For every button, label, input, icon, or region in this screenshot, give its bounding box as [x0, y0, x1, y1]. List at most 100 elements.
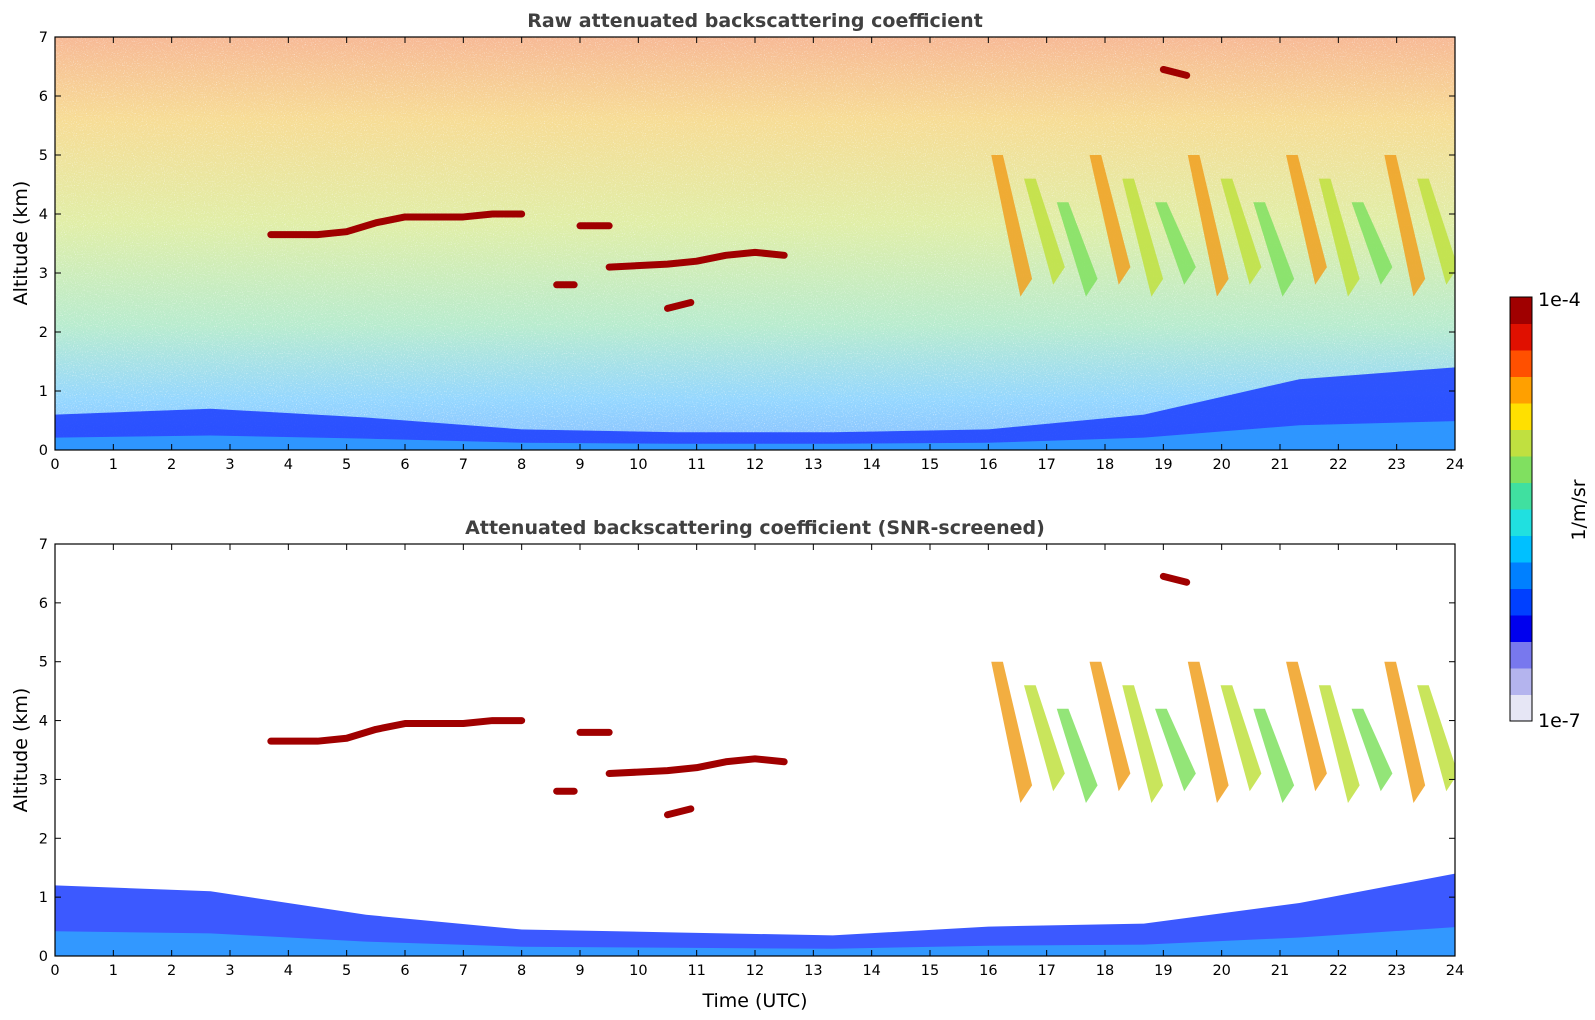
colorbar-unit-label: 1/m/sr: [1568, 479, 1590, 540]
x-tick-label: 7: [459, 963, 468, 979]
x-tick-label: 24: [1446, 963, 1464, 979]
x-tick-label: 14: [862, 963, 880, 979]
virga-streak: [1318, 685, 1360, 803]
colorbar-step: [1510, 350, 1532, 377]
virga-streak: [1384, 661, 1426, 803]
x-tick-label: 18: [1096, 457, 1114, 473]
virga-streak: [1155, 708, 1196, 792]
plot-area: [55, 37, 1455, 450]
virga-streak: [1056, 708, 1098, 803]
cloud-layer: [1159, 65, 1191, 79]
y-tick-label: 0: [39, 443, 48, 459]
x-tick-label: 9: [575, 963, 584, 979]
virga-streak: [1384, 155, 1426, 297]
cloud-layer: [664, 805, 695, 819]
virga-streak: [1089, 661, 1131, 792]
colorbar-step: [1510, 641, 1532, 669]
x-tick-label: 19: [1154, 963, 1172, 979]
virga-streak: [1286, 155, 1327, 285]
y-axis-label: Altitude (km): [10, 688, 32, 813]
x-tick-label: 0: [50, 963, 59, 979]
colorbar-step: [1510, 588, 1532, 616]
virga-streak: [991, 155, 1033, 297]
snr-screened-panel: Attenuated backscattering coefficient (S…: [10, 517, 1464, 1012]
y-tick-label: 6: [39, 596, 48, 612]
x-tick-label: 6: [400, 963, 409, 979]
colorbar-step: [1510, 403, 1532, 430]
virga-streak: [1253, 708, 1295, 803]
virga-streak: [991, 661, 1033, 803]
y-axis-label: Altitude (km): [10, 181, 32, 306]
x-tick-label: 16: [979, 457, 997, 473]
x-tick-label: 22: [1329, 457, 1347, 473]
y-tick-label: 5: [39, 148, 48, 164]
virga-streak: [1417, 685, 1455, 792]
virga-streak: [1024, 685, 1065, 792]
y-tick-label: 2: [39, 325, 48, 341]
colorbar-step: [1510, 509, 1532, 536]
x-tick-label: 5: [342, 457, 351, 473]
y-tick-label: 6: [39, 89, 48, 105]
plot-area: [55, 544, 1455, 956]
cloud-layer: [605, 248, 788, 271]
x-tick-label: 1: [109, 963, 118, 979]
cloud-layer: [1159, 572, 1191, 586]
x-tick-label: 20: [1212, 457, 1230, 473]
virga-streak: [1122, 178, 1164, 297]
x-tick-label: 24: [1446, 457, 1464, 473]
virga-streak: [1024, 178, 1065, 285]
x-tick-label: 11: [687, 457, 705, 473]
x-tick-label: 23: [1387, 963, 1405, 979]
boundary-layer: [55, 367, 1455, 450]
colorbar-step: [1510, 376, 1532, 404]
x-tick-label: 8: [517, 963, 526, 979]
x-tick-label: 4: [284, 457, 293, 473]
virga-streak: [1089, 155, 1131, 285]
panel-title: Raw attenuated backscattering coefficien…: [527, 10, 983, 32]
y-tick-label: 5: [39, 655, 48, 671]
y-tick-label: 1: [39, 384, 48, 400]
x-tick-label: 19: [1154, 457, 1172, 473]
colorbar-step: [1510, 456, 1532, 483]
x-tick-label: 17: [1037, 457, 1055, 473]
virga-streak: [1351, 202, 1393, 285]
x-tick-label: 11: [687, 963, 705, 979]
colorbar-min-label: 1e-7: [1538, 710, 1581, 732]
x-tick-label: 6: [400, 457, 409, 473]
x-tick-label: 13: [804, 457, 822, 473]
x-tick-label: 5: [342, 963, 351, 979]
virga-streak: [1220, 178, 1262, 285]
x-tick-label: 22: [1329, 963, 1347, 979]
x-tick-label: 4: [284, 963, 293, 979]
virga-streak: [1122, 685, 1164, 803]
x-tick-label: 17: [1037, 963, 1055, 979]
x-tick-label: 2: [167, 963, 176, 979]
x-tick-label: 15: [921, 457, 939, 473]
virga-streak: [1253, 202, 1295, 297]
x-tick-label: 8: [517, 457, 526, 473]
colorbar: 1e-4 1e-7 1/m/sr: [1509, 289, 1590, 732]
x-tick-label: 10: [629, 963, 647, 979]
boundary-layer: [55, 873, 1455, 956]
x-tick-label: 16: [979, 963, 997, 979]
x-tick-label: 0: [50, 457, 59, 473]
y-tick-label: 7: [39, 30, 48, 46]
virga-streak: [1056, 202, 1098, 297]
boundary-layer-base: [55, 421, 1455, 450]
y-tick-label: 2: [39, 831, 48, 847]
x-tick-label: 14: [862, 457, 880, 473]
x-tick-label: 10: [629, 457, 647, 473]
virga-streak: [1220, 685, 1262, 792]
y-tick-label: 0: [39, 949, 48, 965]
virga-streak: [1318, 178, 1360, 297]
screened-background: [55, 544, 1455, 956]
colorbar-step: [1510, 297, 1532, 324]
cloud-layer: [267, 717, 526, 745]
x-tick-label: 12: [746, 963, 764, 979]
colorbar-step: [1510, 668, 1532, 695]
x-tick-label: 2: [167, 457, 176, 473]
colorbar-step: [1510, 535, 1532, 563]
colorbar-step: [1510, 615, 1532, 642]
x-tick-label: 12: [746, 457, 764, 473]
